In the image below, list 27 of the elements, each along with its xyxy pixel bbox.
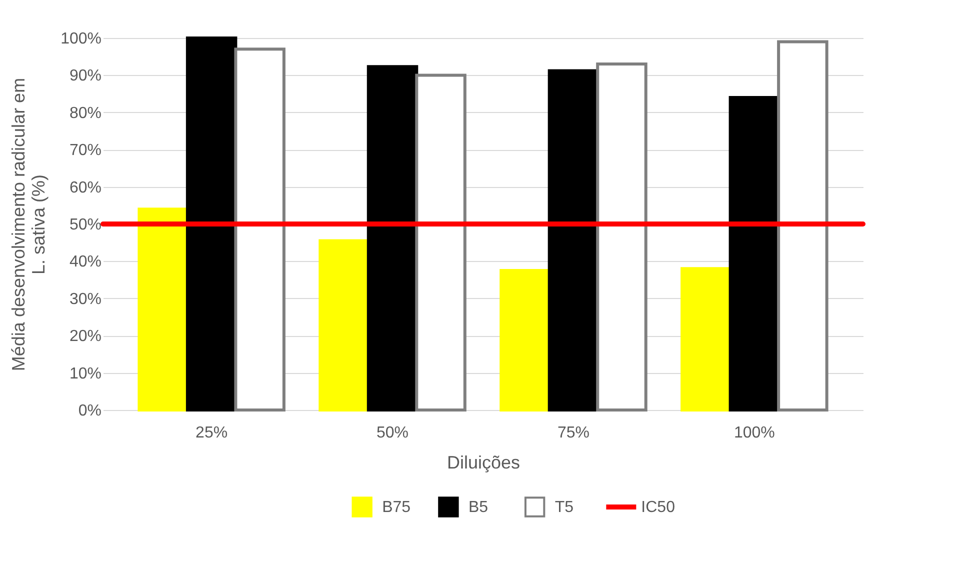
y-tick-label: 0% <box>78 402 102 420</box>
legend-label: T5 <box>554 499 574 516</box>
bar <box>366 65 418 412</box>
x-tick-label: 100% <box>734 424 775 442</box>
bar <box>596 62 648 412</box>
y-tick-label: 30% <box>69 290 102 308</box>
y-tick-label: 90% <box>69 68 102 85</box>
y-tick-label: 40% <box>69 254 102 271</box>
y-axis-title: Média desenvolvimento radicular em L. sativa (%) <box>8 78 49 372</box>
bar <box>234 48 286 412</box>
y-tick-label: 10% <box>69 365 102 382</box>
x-tick-label: 50% <box>376 424 409 442</box>
x-tick-label: 75% <box>557 424 590 442</box>
x-axis-title: Diluições <box>446 452 520 472</box>
y-tick-label: 80% <box>69 104 102 122</box>
y-tick-label: 70% <box>69 142 102 160</box>
bar <box>415 74 466 412</box>
bar <box>186 36 238 412</box>
y-tick-label: 100% <box>60 30 102 48</box>
legend-label: IC50 <box>641 499 676 516</box>
legend-label: B5 <box>468 499 488 516</box>
bar <box>777 40 828 412</box>
y-tick-label: 20% <box>69 328 102 346</box>
y-tick-label: 50% <box>69 216 102 234</box>
y-tick-label: 60% <box>69 179 102 196</box>
legend-label: B75 <box>382 499 411 516</box>
x-tick-label: 25% <box>196 424 228 442</box>
